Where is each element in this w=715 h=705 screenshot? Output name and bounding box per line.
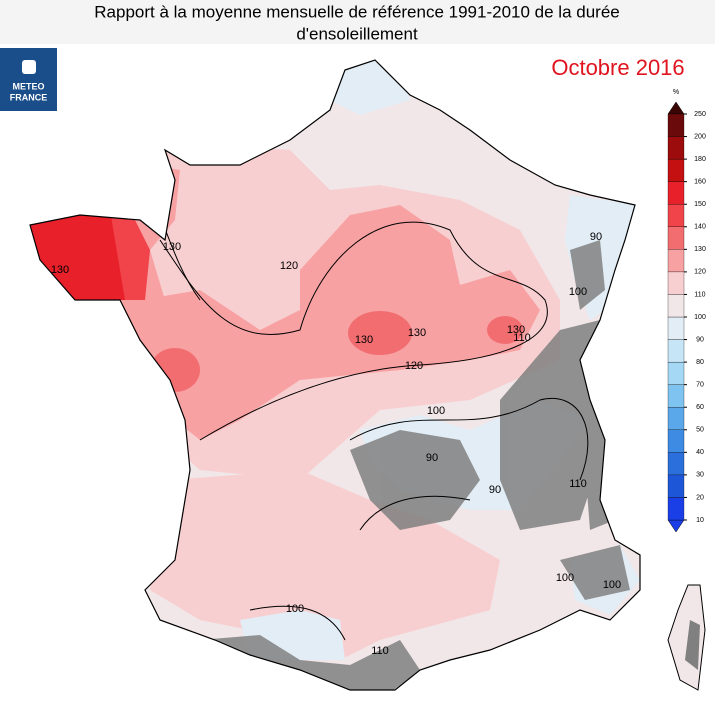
colorbar-segment <box>667 339 685 363</box>
colorbar-label: 10 <box>696 517 704 524</box>
colorbar-segment <box>667 204 685 227</box>
contour-label: 100 <box>286 603 304 615</box>
contour-label: 110 <box>371 645 389 657</box>
title: Rapport à la moyenne mensuelle de référe… <box>94 2 619 21</box>
logo: METEO FRANCE <box>0 48 57 111</box>
contour-label: 120 <box>405 360 423 372</box>
contour-label: 100 <box>556 572 574 584</box>
contour-label: 130 <box>163 241 181 253</box>
colorbar-segment <box>667 361 685 385</box>
colorbar: % 10 20 30 40 50 60 70 80 90 100 110 120 130 140 150 16… <box>667 89 706 533</box>
corsica-relief <box>685 620 700 670</box>
contour-label: 90 <box>489 484 501 496</box>
title: d'ensoleillement <box>296 24 418 43</box>
colorbar-label: 60 <box>696 404 704 411</box>
colorbar-segment <box>667 452 685 476</box>
colorbar-label: 120 <box>694 269 706 276</box>
contour-label: 90 <box>426 452 438 464</box>
colorbar-segment <box>667 249 685 273</box>
field <box>30 60 640 690</box>
contour-label: 120 <box>280 260 298 272</box>
colorbar-segment <box>667 294 685 318</box>
colorbar-segment <box>667 407 685 430</box>
colorbar-segment <box>667 181 685 205</box>
logo-text: METEO <box>12 81 44 91</box>
colorbar-segment <box>667 384 685 408</box>
colorbar-label: 70 <box>696 382 704 389</box>
colorbar-segment <box>667 158 685 182</box>
colorbar-segment <box>667 136 685 160</box>
colorbar-label: 140 <box>694 224 706 231</box>
contour-label: 130 <box>507 324 525 336</box>
contour-label: 130 <box>355 334 373 346</box>
contour-label: 100 <box>569 286 587 298</box>
colorbar-label: 80 <box>696 359 704 366</box>
colorbar-label: 110 <box>694 291 705 298</box>
corsica <box>667 584 706 691</box>
colorbar-label: 30 <box>696 472 704 479</box>
period: Octobre 2016 <box>551 55 684 80</box>
colorbar-segment <box>667 271 685 295</box>
colorbar-label: 90 <box>696 336 704 343</box>
colorbar-label: 160 <box>694 179 706 186</box>
colorbar-label: 130 <box>694 246 706 253</box>
contour-label: 100 <box>603 579 621 591</box>
colorbar-segment <box>667 429 685 453</box>
contour-label: 90 <box>590 231 602 243</box>
legend-unit: % <box>673 89 679 96</box>
colorbar-label: 100 <box>694 314 706 321</box>
colorbar-cap <box>667 101 685 115</box>
contour-label: 130 <box>51 264 69 276</box>
colorbar-label: 250 <box>694 111 706 118</box>
title-band <box>0 0 715 44</box>
colorbar-segment <box>667 497 685 521</box>
contour-label: 110 <box>569 478 587 490</box>
logo-text: FRANCE <box>10 92 48 102</box>
contour-label: 130 <box>408 327 426 339</box>
colorbar-cap <box>667 519 685 533</box>
colorbar-label: 200 <box>694 133 706 140</box>
colorbar-label: 40 <box>696 449 704 456</box>
colorbar-label: 150 <box>694 201 706 208</box>
colorbar-segment <box>667 226 685 250</box>
contour-label: 110 <box>513 332 531 344</box>
colorbar-label: 50 <box>696 427 704 434</box>
colorbar-segment <box>667 474 685 498</box>
colorbar-segment <box>667 113 685 137</box>
colorbar-label: 180 <box>694 156 706 163</box>
colorbar-segment <box>667 316 685 340</box>
colorbar-label: 20 <box>696 494 704 501</box>
contour-label: 100 <box>427 405 445 417</box>
